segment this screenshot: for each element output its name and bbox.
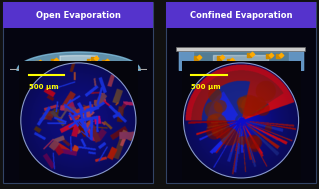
Point <box>267 66 272 69</box>
Text: Confined Evaporation: Confined Evaporation <box>189 11 292 20</box>
Point <box>276 55 281 58</box>
Point <box>51 59 56 62</box>
Point <box>38 61 43 64</box>
Point <box>278 54 284 57</box>
Point <box>91 57 96 60</box>
Text: 500 μm: 500 μm <box>191 84 221 90</box>
Point <box>194 57 199 60</box>
Point <box>197 56 202 59</box>
Point <box>101 65 106 68</box>
Point <box>219 55 224 58</box>
Point <box>76 64 81 67</box>
Point <box>216 56 221 59</box>
Point <box>229 58 234 61</box>
Bar <box>176 70 305 74</box>
Point <box>98 66 103 69</box>
Point <box>256 63 261 66</box>
Point <box>265 66 270 69</box>
Point <box>249 53 255 56</box>
Text: 500 μm: 500 μm <box>28 84 58 90</box>
Point <box>93 57 99 60</box>
Point <box>254 64 259 67</box>
Bar <box>176 47 305 51</box>
Point <box>54 58 59 61</box>
FancyBboxPatch shape <box>3 2 153 183</box>
Point <box>51 65 56 68</box>
Point <box>104 60 109 63</box>
Point <box>247 53 252 56</box>
FancyBboxPatch shape <box>3 2 153 28</box>
Point <box>86 59 92 62</box>
Point <box>268 53 273 56</box>
Point <box>48 65 54 68</box>
Text: Open Evaporation: Open Evaporation <box>36 11 121 20</box>
FancyBboxPatch shape <box>166 2 316 183</box>
Point <box>35 61 40 64</box>
Point <box>78 63 83 66</box>
Point <box>265 54 271 57</box>
Point <box>101 61 107 64</box>
Point <box>89 59 94 62</box>
FancyBboxPatch shape <box>166 2 316 28</box>
Point <box>226 59 232 62</box>
